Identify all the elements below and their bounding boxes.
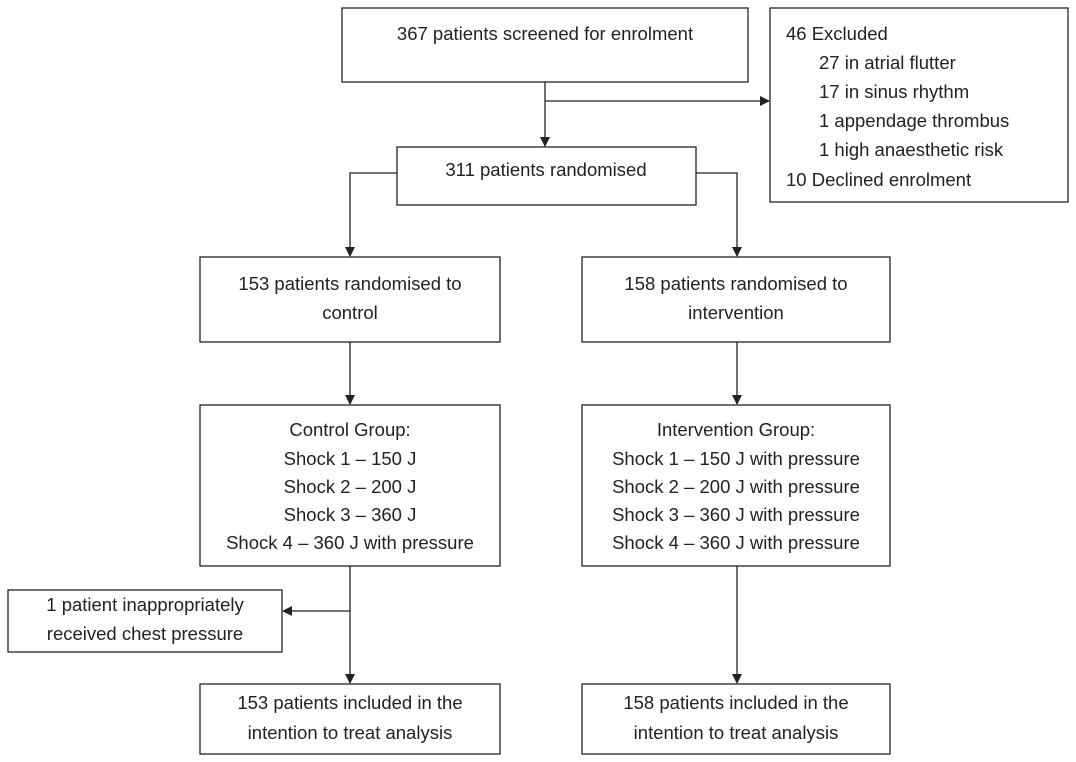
box <box>769 7 1069 203</box>
box-text: 46 Excluded <box>786 23 888 44</box>
box-text: intention to treat analysis <box>634 722 839 743</box>
box <box>199 404 501 567</box>
box-text: 311 patients randomised <box>445 159 646 180</box>
box-text: Control Group: <box>289 419 410 440</box>
box <box>7 589 283 653</box>
box-text: 367 patients screened for enrolment <box>397 23 693 44</box>
box <box>396 146 697 206</box>
box-text: Intervention Group: <box>657 419 815 440</box>
box-text: received chest pressure <box>47 623 243 644</box>
box <box>581 256 891 343</box>
box-text: 153 patients randomised to <box>238 273 461 294</box>
box-text: Shock 4 – 360 J with pressure <box>226 532 474 553</box>
box <box>341 7 749 83</box>
box-text: 153 patients included in the <box>237 692 462 713</box>
box-text: intervention <box>688 302 784 323</box>
connectors <box>282 82 770 684</box>
arrow <box>696 172 742 257</box>
box <box>581 404 891 567</box>
box-text: 27 in atrial flutter <box>819 52 956 73</box>
box-text: Shock 3 – 360 J <box>284 504 417 525</box>
box-text: Shock 2 – 200 J with pressure <box>612 476 860 497</box>
box-text: Shock 1 – 150 J <box>284 448 417 469</box>
box-text: 158 patients included in the <box>623 692 848 713</box>
box-text: 1 high anaesthetic risk <box>819 139 1004 160</box>
box-text: Shock 3 – 360 J with pressure <box>612 504 860 525</box>
box-text: intention to treat analysis <box>248 722 453 743</box>
arrow <box>345 172 397 257</box>
box-text: 17 in sinus rhythm <box>819 81 969 102</box>
box-text: control <box>322 302 378 323</box>
box-text: Shock 4 – 360 J with pressure <box>612 532 860 553</box>
box <box>199 683 501 755</box>
box <box>199 256 501 343</box>
box-text: 10 Declined enrolment <box>786 169 971 190</box>
box-text: 1 appendage thrombus <box>819 110 1009 131</box>
box-text: Shock 2 – 200 J <box>284 476 417 497</box>
box-text: 158 patients randomised to <box>624 273 847 294</box>
box <box>581 683 891 755</box>
box-text: Shock 1 – 150 J with pressure <box>612 448 860 469</box>
box-text: 1 patient inappropriately <box>46 594 244 615</box>
